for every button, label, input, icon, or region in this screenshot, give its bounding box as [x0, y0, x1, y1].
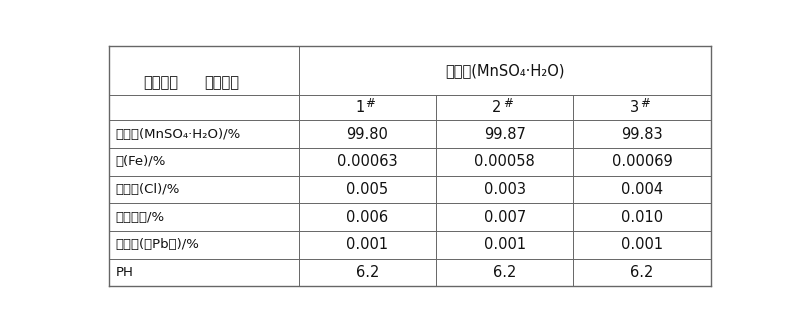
Text: 0.003: 0.003 [484, 182, 526, 197]
Text: 0.005: 0.005 [346, 182, 389, 197]
Text: 1: 1 [355, 100, 364, 115]
Text: 0.004: 0.004 [621, 182, 663, 197]
Text: 99.80: 99.80 [346, 127, 388, 142]
Text: 0.007: 0.007 [483, 210, 526, 225]
Text: #: # [366, 97, 375, 110]
Text: 0.001: 0.001 [484, 238, 526, 252]
Text: 2: 2 [492, 100, 502, 115]
Text: 0.001: 0.001 [346, 238, 389, 252]
Text: 0.00058: 0.00058 [474, 154, 535, 169]
Text: 铁(Fe)/%: 铁(Fe)/% [115, 155, 166, 168]
Text: 硫酸锰(MnSO₄·H₂O)/%: 硫酸锰(MnSO₄·H₂O)/% [115, 128, 241, 141]
Text: 99.87: 99.87 [484, 127, 526, 142]
Text: 氯化物(Cl)/%: 氯化物(Cl)/% [115, 183, 180, 196]
Text: 3: 3 [630, 100, 639, 115]
Text: 6.2: 6.2 [493, 265, 517, 280]
Text: 重金属(以Pb计)/%: 重金属(以Pb计)/% [115, 239, 199, 251]
Text: 水不溶物/%: 水不溶物/% [115, 211, 165, 224]
Text: 0.010: 0.010 [621, 210, 663, 225]
Text: 0.006: 0.006 [346, 210, 389, 225]
Text: 99.83: 99.83 [622, 127, 663, 142]
Text: 6.2: 6.2 [630, 265, 654, 280]
Text: 6.2: 6.2 [356, 265, 379, 280]
Text: 指标项目: 指标项目 [204, 76, 239, 90]
Text: 指标项目: 指标项目 [143, 76, 178, 90]
Text: #: # [640, 97, 650, 110]
Text: 0.001: 0.001 [621, 238, 663, 252]
Text: 0.00069: 0.00069 [612, 154, 673, 169]
Text: 0.00063: 0.00063 [337, 154, 398, 169]
Text: 硫酸锰(MnSO₄·H₂O): 硫酸锰(MnSO₄·H₂O) [445, 63, 565, 78]
Text: PH: PH [115, 266, 134, 279]
Text: #: # [503, 97, 513, 110]
